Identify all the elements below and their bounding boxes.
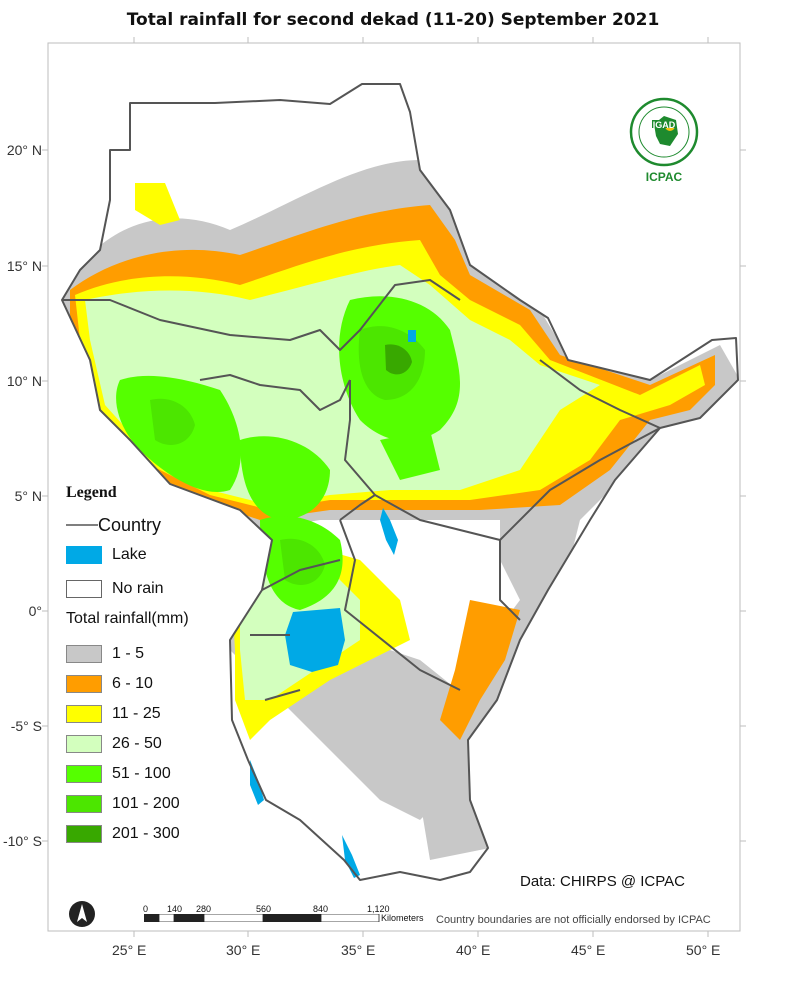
logo-text: IGAD — [652, 120, 676, 130]
lon-label-40e: 40° E — [456, 942, 491, 958]
class-swatch-11-25 — [66, 705, 102, 723]
legend-title: Legend — [66, 484, 117, 501]
lon-label-50e: 50° E — [686, 942, 721, 958]
legend-lake-label: Lake — [112, 546, 147, 563]
lat-label-10s: -10° S — [2, 833, 42, 849]
country-line-swatch — [66, 524, 98, 526]
scale-tick-0: 0 — [143, 904, 149, 914]
scale-tick-140: 140 — [167, 904, 183, 914]
legend-country-label: Country — [98, 515, 162, 535]
class-swatch-26-50 — [66, 735, 102, 753]
map-title: Total rainfall for second dekad (11-20) … — [126, 10, 660, 30]
class-swatch-201-300 — [66, 825, 102, 843]
lat-label-10n: 10° N — [6, 373, 42, 389]
boundary-disclaimer: Country boundaries are not officially en… — [436, 914, 711, 926]
lat-label-5n: 5° N — [14, 488, 42, 504]
class-label-6-10: 6 - 10 — [112, 675, 153, 692]
country-boundaries — [61, 83, 739, 881]
graticule-ticks — [42, 37, 746, 937]
scale-tick-560: 560 — [256, 904, 272, 914]
class-label-51-100: 51 - 100 — [112, 765, 171, 782]
class-label-1-5: 1 - 5 — [112, 645, 145, 662]
norain-swatch — [66, 580, 102, 598]
data-source: Data: CHIRPS @ ICPAC — [520, 873, 685, 890]
north-arrow-icon — [69, 901, 95, 927]
lat-label-15n: 15° N — [6, 258, 42, 274]
class-swatch-1-5 — [66, 645, 102, 663]
class-swatch-51-100 — [66, 765, 102, 783]
class-swatch-6-10 — [66, 675, 102, 693]
lon-label-30e: 30° E — [226, 942, 261, 958]
scale-tick-280: 280 — [196, 904, 212, 914]
legend-rainfall-title: Total rainfall(mm) — [66, 610, 189, 627]
scale-units: Kilometers — [381, 913, 424, 923]
lake-swatch — [66, 546, 102, 564]
legend-norain-label: No rain — [112, 580, 164, 597]
scale-bar — [144, 914, 380, 922]
class-swatch-101-200 — [66, 795, 102, 813]
scale-tick-1120: 1,120 — [367, 904, 390, 914]
lat-label-5s: -5° S — [10, 718, 42, 734]
map-legend: Legend Country Lake No rain Total rainfa… — [62, 484, 222, 843]
lon-label-35e: 35° E — [341, 942, 376, 958]
scale-tick-840: 840 — [313, 904, 329, 914]
logo-org: ICPAC — [645, 170, 683, 184]
class-label-11-25: 11 - 25 — [112, 705, 161, 722]
igad-emblem-icon — [629, 97, 699, 167]
icpac-logo: IGAD ICPAC — [626, 96, 702, 184]
class-label-26-50: 26 - 50 — [112, 735, 162, 752]
lon-label-25e: 25° E — [112, 942, 147, 958]
lon-label-45e: 45° E — [571, 942, 606, 958]
class-label-201-300: 201 - 300 — [112, 825, 180, 842]
lat-label-20n: 20° N — [6, 142, 42, 158]
class-label-101-200: 101 - 200 — [112, 795, 180, 812]
lat-label-0: 0° — [28, 603, 42, 619]
